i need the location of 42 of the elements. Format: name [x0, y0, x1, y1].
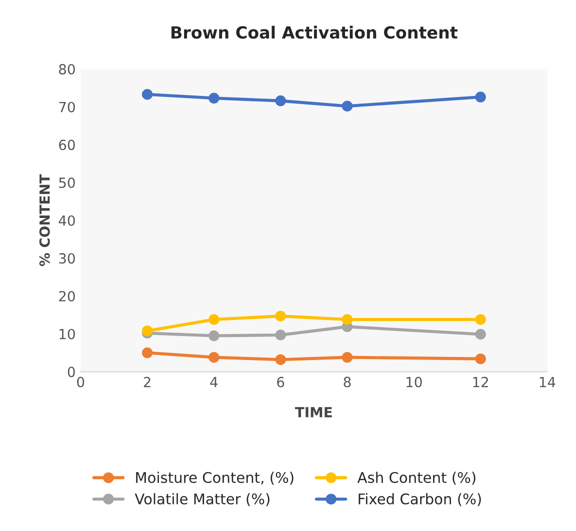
legend-label: Ash Content (%) [357, 472, 476, 485]
point [342, 352, 353, 363]
y-tick-label: 60 [59, 140, 75, 150]
y-tick-label: 40 [58, 215, 75, 226]
point [142, 325, 153, 336]
y-tick-label: 10 [60, 328, 75, 340]
y-tick-label: 50 [59, 178, 75, 188]
x-tick-label: 12 [473, 376, 488, 388]
point [475, 314, 486, 325]
y-tick-label: 80 [59, 64, 75, 75]
point [475, 328, 486, 340]
x-tick-label: 14 [540, 376, 556, 388]
point [275, 354, 286, 365]
point [208, 352, 220, 363]
point [142, 347, 153, 358]
point [475, 353, 486, 364]
x-tick-label: 6 [277, 376, 284, 388]
legend-label: Volatile Matter (%) [134, 493, 270, 506]
legend-label: Fixed Carbon (%) [358, 493, 481, 506]
y-tick-label: 20 [59, 291, 75, 302]
x-tick-label: 8 [344, 376, 351, 388]
point [475, 92, 486, 102]
y-tick-label: 0 [68, 366, 75, 378]
x-tick-label: 10 [406, 376, 422, 388]
y-tick-label: 30 [59, 253, 75, 264]
point [275, 95, 286, 106]
chart-title: Brown Coal Activation Content [172, 26, 458, 39]
point [142, 88, 153, 100]
y-tick-label: 70 [59, 102, 75, 112]
legend-label: Moisture Content, (%) [136, 472, 294, 485]
x-tick-label: 2 [144, 376, 150, 388]
point [208, 92, 220, 104]
y-axis-title: % CONTENT [39, 174, 50, 266]
point [275, 310, 286, 322]
point [208, 330, 220, 342]
point [342, 100, 353, 112]
point [208, 314, 220, 325]
x-tick-label: 0 [77, 376, 84, 388]
x-axis-title: TIME [295, 407, 332, 418]
x-tick-label: 4 [210, 376, 218, 388]
point [342, 314, 353, 325]
point [275, 330, 286, 340]
